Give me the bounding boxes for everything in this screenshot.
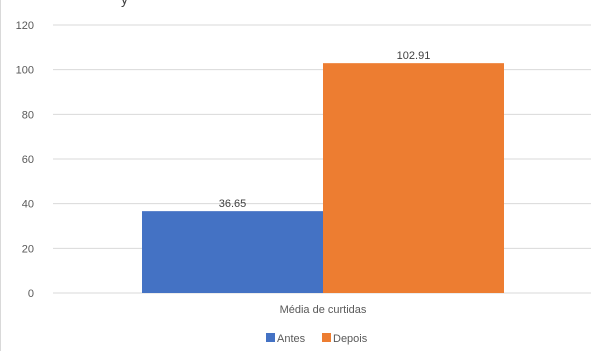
data-label-depois: 102.91 [397,50,431,62]
x-axis-tick-labels: Média de curtidas [280,304,367,316]
bars [142,63,504,294]
legend-label-depois: Depois [333,333,368,345]
legend: Antes Depois [266,333,368,345]
bar-depois [323,63,504,294]
legend-label-antes: Antes [277,333,306,345]
legend-swatch-depois [322,333,331,342]
y-tick-label: 80 [22,109,34,121]
bar-antes [142,211,323,293]
y-tick-label: 20 [22,243,34,255]
y-tick-label: 120 [16,20,34,32]
legend-swatch-antes [266,333,275,342]
y-tick-label: 0 [28,288,34,300]
cut-off-title-fragment: y [121,0,128,7]
y-tick-label: 40 [22,199,34,211]
y-tick-label: 100 [16,65,34,77]
y-axis-tick-labels: 0 20 40 60 80 100 120 [16,20,34,300]
data-labels: 36.65 102.91 [219,50,431,210]
x-category-label: Média de curtidas [280,304,367,316]
data-label-antes: 36.65 [219,198,247,210]
y-tick-label: 60 [22,154,34,166]
